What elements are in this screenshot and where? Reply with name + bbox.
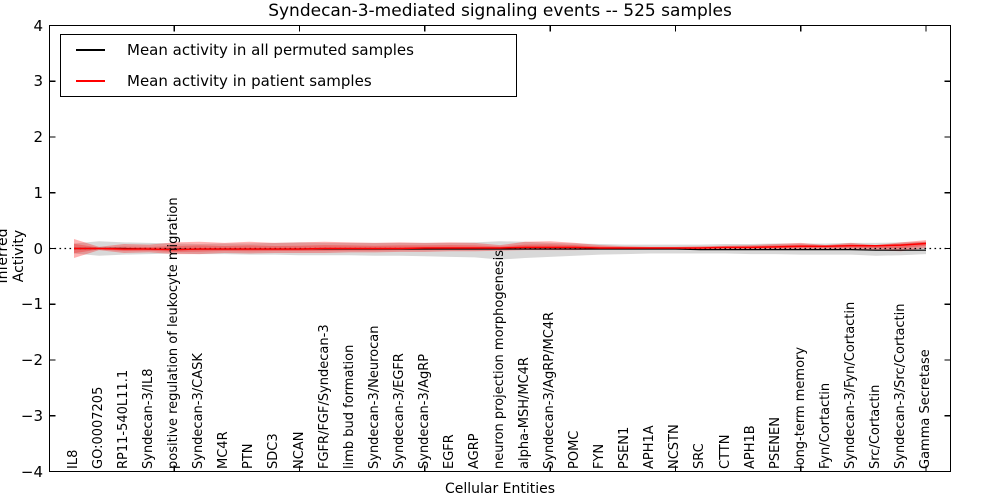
legend-permuted-line-icon — [76, 49, 105, 52]
x-tick-label: POMC — [567, 430, 583, 469]
x-tick-label: NCAN — [291, 431, 307, 469]
x-tick-label: APH1A — [642, 425, 658, 469]
y-tick-label: −3 — [20, 406, 43, 425]
x-tick-label: Syndecan-3/IL8 — [141, 368, 157, 469]
x-tick-label: CTTN — [717, 434, 733, 469]
x-tick-label: Gamma Secretase — [918, 349, 933, 469]
x-tick-label: positive regulation of leukocyte migrati… — [166, 197, 182, 469]
x-tick-label: FGFR/FGF/Syndecan-3 — [316, 324, 332, 469]
x-axis-label: Cellular Entities — [444, 481, 556, 497]
x-tick-label: GO:0007205 — [91, 386, 107, 469]
x-tick-label: Syndecan-3/CASK — [191, 353, 207, 469]
x-tick-label: alpha-MSH/MC4R — [517, 357, 533, 469]
x-tick-label: PSENEN — [767, 417, 783, 469]
patient-mean-line — [74, 242, 927, 251]
x-tick-label: AGRP — [466, 433, 482, 469]
y-tick-label: 4 — [33, 16, 43, 35]
x-tick-label: Syndecan-3/Neurocan — [366, 325, 382, 469]
x-tick-label: PSEN1 — [617, 426, 633, 469]
legend-patient-label: Mean activity in patient samples — [127, 71, 372, 90]
y-tick-label: 1 — [33, 183, 43, 202]
x-tick-label: FYN — [592, 443, 608, 469]
x-tick-label: Src/Cortactin — [867, 384, 883, 469]
x-tick-label: Syndecan-3/AgRP/MC4R — [542, 311, 558, 469]
x-tick-label: Syndecan-3/Fyn/Cortactin — [842, 301, 858, 469]
y-tick-label: 0 — [33, 239, 43, 258]
x-tick-label: neuron projection morphogenesis — [492, 250, 507, 469]
legend-item-permuted: Mean activity in all permuted samples — [61, 41, 516, 59]
y-tick-label: −2 — [20, 351, 43, 369]
x-tick-label: Fyn/Cortactin — [817, 382, 833, 469]
x-tick-label: MC4R — [216, 431, 232, 469]
x-tick-label: Syndecan-3/EGFR — [391, 353, 407, 469]
legend-patient-line-icon — [76, 79, 105, 82]
x-tick-label: SRC — [692, 443, 708, 469]
x-tick-label: Syndecan-3/Src/Cortactin — [892, 303, 908, 469]
x-tick-label: NCSTN — [667, 424, 683, 469]
legend-permuted-label: Mean activity in all permuted samples — [127, 41, 414, 60]
x-tick-label: APH1B — [742, 425, 758, 469]
y-tick-label: 2 — [33, 128, 43, 146]
y-tick-label: 3 — [33, 72, 43, 91]
x-tick-label: PTN — [241, 443, 257, 469]
chart-title: Syndecan-3-mediated signaling events -- … — [268, 1, 732, 21]
x-tick-label: SDC3 — [266, 433, 282, 469]
permuted-band — [74, 241, 926, 260]
x-tick-label: long-term memory — [792, 346, 808, 469]
legend: Mean activity in all permuted samples Me… — [60, 34, 517, 97]
x-tick-label: EGFR — [441, 434, 457, 469]
legend-item-patient: Mean activity in patient samples — [61, 72, 516, 90]
x-tick-label: IL8 — [66, 449, 81, 469]
y-tick-label: −1 — [20, 295, 43, 314]
x-tick-label: RP11-540L11.1 — [116, 369, 132, 469]
x-tick-label: limb bud formation — [341, 344, 357, 469]
x-tick-label: Syndecan-3/AgRP — [416, 353, 432, 469]
y-tick-label: −4 — [20, 462, 43, 481]
